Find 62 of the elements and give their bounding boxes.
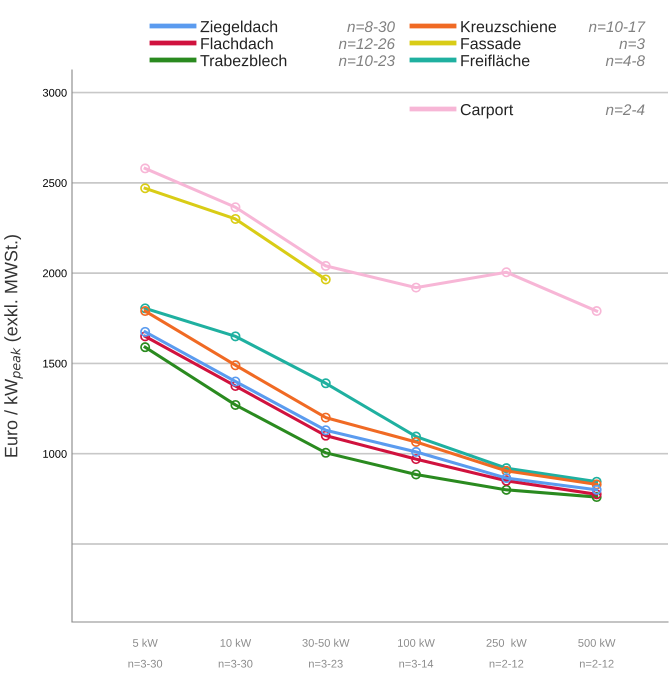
point <box>411 436 422 447</box>
point <box>140 342 150 352</box>
point <box>140 306 150 316</box>
text: n=10-23 <box>338 55 395 66</box>
legend-label: Kreuzschiene <box>461 20 556 32</box>
point <box>230 331 240 342</box>
point <box>411 469 422 480</box>
point <box>320 412 331 423</box>
point <box>320 274 331 284</box>
legend-label: Carport <box>460 104 514 118</box>
point <box>230 202 240 212</box>
y-axis-title: Euro / kW$_{peak}$ (exkl. MWSt.) <box>4 235 23 457</box>
point <box>320 430 331 441</box>
text: n=4-8 <box>606 55 645 66</box>
y-tick-label: 3000 <box>42 88 67 97</box>
x-tick-label: 30-50 kW n=3-23 <box>302 638 350 668</box>
y-tick-label: 2500 <box>42 179 67 187</box>
point <box>592 484 602 495</box>
point <box>140 303 150 314</box>
point <box>411 432 422 442</box>
point <box>501 267 512 278</box>
y-tick-label: 1500 <box>43 360 67 368</box>
y-tick-label: 2000 <box>42 269 67 278</box>
point <box>501 476 512 486</box>
point <box>592 489 602 500</box>
point <box>501 463 512 474</box>
point <box>592 306 602 316</box>
point <box>140 326 150 337</box>
point <box>501 466 512 476</box>
point <box>411 454 422 464</box>
text: n=10-17 <box>588 21 646 32</box>
x-tick-label: 100 kW n=3-14 <box>398 638 435 668</box>
point <box>411 446 422 457</box>
point <box>230 214 240 224</box>
x-tick-label: 500 kW n=2-12 <box>578 638 616 668</box>
text: n=3 <box>619 38 645 50</box>
point <box>320 378 331 388</box>
point <box>140 183 150 194</box>
legend-label: Trabezblech <box>200 54 286 66</box>
text: n=8-30 <box>347 21 395 32</box>
point <box>592 479 602 490</box>
point <box>230 400 240 410</box>
point <box>320 425 331 436</box>
point <box>320 448 331 458</box>
point <box>230 360 240 370</box>
x-tick-label: 5 kW n=3-30 <box>128 638 162 668</box>
x-tick-label: 10 kW n=3-30 <box>218 638 252 668</box>
legend-label: Fassade <box>461 38 521 50</box>
annotation: n=2-4 <box>606 104 644 115</box>
point <box>140 163 150 174</box>
point <box>501 484 512 495</box>
legend-label: Flachdach <box>201 38 273 50</box>
legend-label: Freifläche <box>461 54 530 66</box>
legend-label: Ziegeldach <box>200 20 278 36</box>
point <box>501 473 512 484</box>
point <box>592 492 602 502</box>
x-tick-label: 250 kW n=2-12 <box>486 638 527 668</box>
point <box>320 260 331 271</box>
point <box>411 282 422 293</box>
point <box>230 376 240 386</box>
y-tick-label: 1000 <box>43 450 67 458</box>
text: n=12-26 <box>338 38 396 50</box>
